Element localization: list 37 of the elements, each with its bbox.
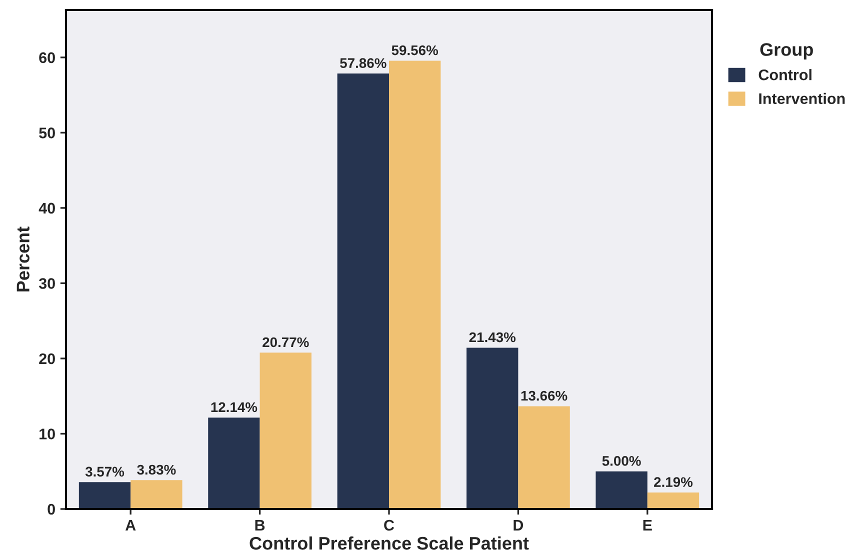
y-tick-label: 0	[48, 504, 55, 515]
y-tick-label: 30	[38, 278, 55, 289]
bar	[78, 482, 131, 509]
legend-label: Control	[758, 69, 812, 80]
data-label: 13.66%	[521, 390, 568, 401]
data-label: 59.56%	[392, 45, 438, 56]
data-label: 20.77%	[262, 337, 309, 348]
legend-label: Intervention	[759, 92, 845, 104]
x-axis-title: Control Preference Scale Patient	[250, 536, 529, 550]
bar	[466, 348, 518, 509]
data-label: 12.14%	[211, 402, 258, 412]
y-tick-label: 20	[39, 353, 55, 364]
bar	[389, 60, 441, 509]
bar	[518, 406, 570, 509]
y-tick-label: 60	[39, 52, 55, 64]
data-label: 2.19%	[654, 477, 693, 487]
x-tick-label: A	[125, 520, 136, 530]
bar	[337, 74, 389, 509]
bar	[208, 418, 260, 509]
y-tick-label: 40	[38, 202, 55, 214]
y-tick-label: 10	[40, 428, 55, 440]
bar	[596, 471, 648, 509]
x-tick-label: B	[255, 520, 265, 530]
bar	[647, 492, 700, 509]
bar	[260, 352, 312, 509]
y-axis-title: Percent	[16, 226, 30, 292]
data-label: 21.43%	[469, 332, 516, 342]
x-tick-label: D	[514, 520, 524, 530]
bar	[130, 480, 182, 509]
data-label: 57.86%	[340, 58, 386, 68]
legend-title: Group	[760, 43, 813, 60]
x-tick-label: E	[643, 520, 652, 530]
x-tick-label: C	[384, 520, 394, 531]
data-label: 5.00%	[602, 456, 641, 466]
data-label: 3.83%	[137, 464, 176, 475]
data-label: 3.57%	[85, 466, 124, 477]
y-tick-label: 50	[39, 128, 55, 138]
